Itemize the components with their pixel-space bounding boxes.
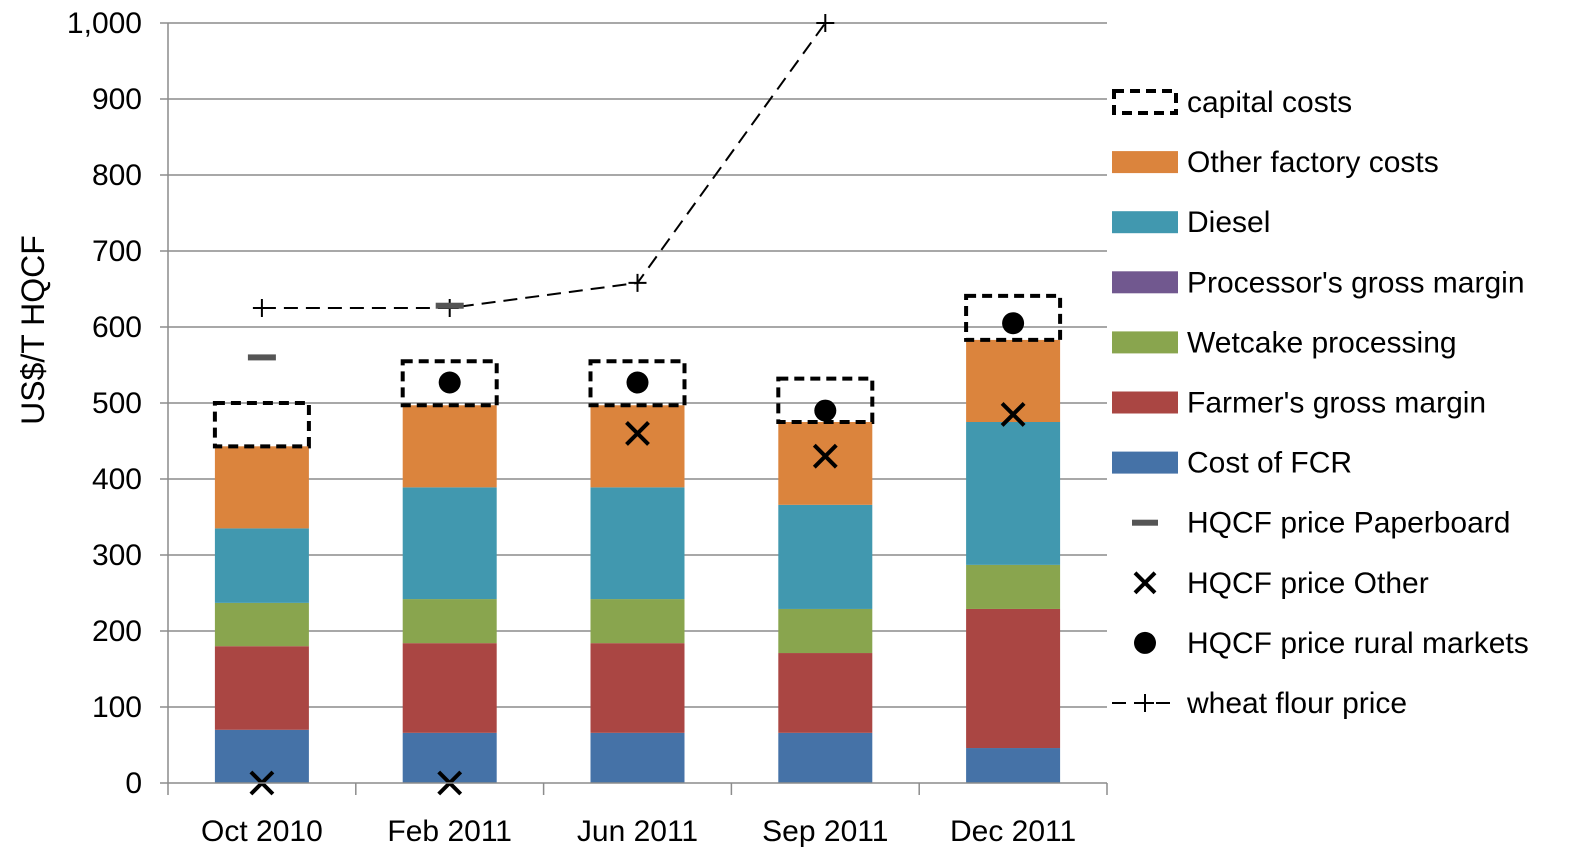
stacked-bars: [212, 293, 1063, 783]
legend-marker: [1136, 694, 1154, 712]
hqcf-price-other-point: [625, 420, 650, 446]
bar-cost-of-fcr: [590, 732, 685, 783]
legend-swatch: [1112, 451, 1178, 474]
y-tick-label: 600: [92, 311, 142, 344]
bar-cost-of-fcr: [402, 732, 497, 783]
x-tick-label: Oct 2010: [201, 815, 323, 848]
bar-farmer-s-gross-margin: [402, 643, 497, 733]
bar-farmer-s-gross-margin: [214, 646, 309, 730]
bar-capital-costs: [588, 359, 687, 408]
hqcf-price-rural-markets-point: [626, 371, 649, 394]
legend-marker: [1132, 519, 1158, 526]
bar-diesel: [402, 487, 497, 600]
x-tick-label: Jun 2011: [577, 815, 698, 848]
legend-item-diesel: Diesel: [1112, 206, 1270, 239]
bar-other-factory-costs: [778, 422, 873, 505]
y-tick-label: 700: [92, 235, 142, 268]
y-tick-label: 900: [92, 83, 142, 116]
y-tick-label: 400: [92, 463, 142, 496]
legend-marker: [1133, 571, 1157, 595]
bar-farmer-s-gross-margin: [778, 653, 873, 733]
legend-label: HQCF price Other: [1187, 567, 1429, 600]
price-markers: [247, 14, 1026, 796]
bar-other-factory-costs: [214, 446, 309, 529]
bar-wetcake-processing: [966, 564, 1061, 609]
y-tick-label: 300: [92, 539, 142, 572]
legend-item-hqcf-price-other: HQCF price Other: [1133, 567, 1429, 600]
legend-marker: [1134, 631, 1156, 654]
x-tick-label: Feb 2011: [387, 815, 512, 848]
legend-item-wetcake-processing: Wetcake processing: [1112, 326, 1457, 359]
bar-diesel: [590, 487, 685, 600]
legend-item-processor-s-gross-margin: Processor's gross margin: [1112, 266, 1525, 299]
hqcf-price-other-point: [812, 443, 838, 469]
bar-wetcake-processing: [402, 599, 497, 644]
bar-wetcake-processing: [214, 602, 309, 647]
legend-swatch: [1112, 391, 1178, 414]
bar-capital-costs: [400, 359, 499, 408]
y-tick-label: 1,000: [67, 7, 142, 40]
y-tick-label: 800: [92, 159, 142, 192]
legend-label: Cost of FCR: [1187, 447, 1352, 480]
y-tick-label: 200: [92, 615, 142, 648]
wheat-flour-price-point: [252, 299, 271, 317]
hqcf-price-paperboard-point: [247, 354, 276, 361]
line-wheat-flour-price: [261, 22, 827, 309]
legend-label: Diesel: [1187, 206, 1270, 239]
legend-item-cost-of-fcr: Cost of FCR: [1112, 447, 1352, 480]
bar-capital-costs: [776, 376, 875, 424]
legend-label: Other factory costs: [1187, 146, 1439, 179]
bar-cost-of-fcr: [778, 732, 873, 783]
legend-swatch: [1112, 151, 1178, 174]
hqcf-price-rural-markets-point: [438, 371, 461, 394]
wheat-flour-price-point: [628, 273, 647, 292]
bar-other-factory-costs: [590, 405, 685, 488]
bar-capital-costs: [212, 401, 311, 449]
gridlines: [168, 22, 1107, 708]
bar-other-factory-costs: [402, 405, 497, 488]
legend-item-farmer-s-gross-margin: Farmer's gross margin: [1112, 387, 1486, 420]
hqcf-price-other-point: [1000, 401, 1026, 427]
legend-item-other-factory-costs: Other factory costs: [1112, 146, 1439, 179]
legend-item-capital-costs: capital costs: [1112, 86, 1352, 119]
y-tick-label: 0: [125, 767, 142, 800]
legend-label: capital costs: [1187, 86, 1352, 119]
bar-farmer-s-gross-margin: [590, 643, 685, 733]
bar-cost-of-fcr: [214, 729, 309, 783]
hqcf-price-paperboard-point: [435, 302, 464, 309]
bar-other-factory-costs: [966, 339, 1061, 422]
bar-diesel: [214, 528, 309, 603]
bar-diesel: [778, 504, 873, 609]
y-tick-label: 500: [92, 387, 142, 420]
hqcf-price-rural-markets-point: [1002, 312, 1025, 335]
bar-wetcake-processing: [778, 608, 873, 654]
legend-item-hqcf-price-rural-markets: HQCF price rural markets: [1134, 627, 1529, 660]
legend-swatch: [1112, 211, 1178, 234]
wheat-flour-price-point: [816, 14, 835, 32]
axes: 0 100 200 300 400 500 600 700 800 900 1,000 Oct 201…: [67, 7, 1108, 848]
legend-label: wheat flour price: [1186, 687, 1407, 720]
legend-swatch: [1112, 89, 1178, 115]
legend-label: HQCF price Paperboard: [1187, 507, 1510, 540]
legend-label: Farmer's gross margin: [1187, 387, 1486, 420]
y-axis-title: US$/T HQCF: [15, 235, 51, 425]
legend: capital costs Other factory costs Diesel Pr…: [1112, 86, 1529, 720]
legend-item-wheat-flour-price: wheat flour price: [1112, 687, 1407, 720]
bar-farmer-s-gross-margin: [966, 608, 1061, 749]
bar-cost-of-fcr: [966, 748, 1061, 783]
legend-label: Processor's gross margin: [1187, 266, 1525, 299]
legend-swatch: [1112, 271, 1178, 294]
x-tick-label: Dec 2011: [950, 815, 1076, 848]
legend-item-hqcf-price-paperboard: HQCF price Paperboard: [1132, 507, 1510, 540]
legend-swatch: [1112, 331, 1178, 354]
bar-capital-costs: [964, 293, 1063, 342]
legend-label: HQCF price rural markets: [1187, 627, 1529, 660]
legend-label: Wetcake processing: [1187, 326, 1457, 359]
x-tick-label: Sep 2011: [762, 815, 888, 848]
bar-wetcake-processing: [590, 599, 685, 644]
hqcf-price-rural-markets-point: [814, 399, 837, 422]
y-tick-label: 100: [92, 691, 142, 724]
bar-diesel: [966, 422, 1061, 565]
